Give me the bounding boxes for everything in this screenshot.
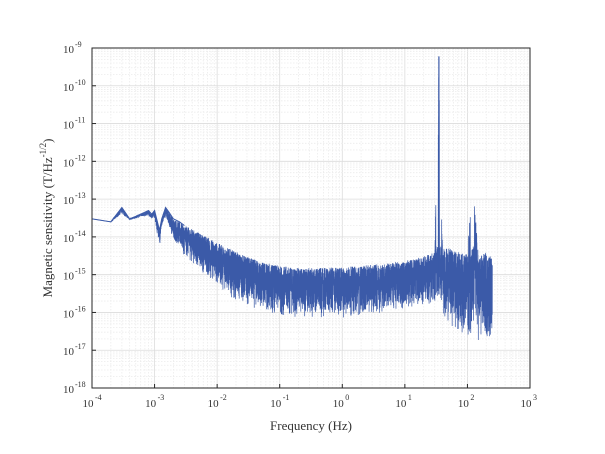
y-axis-label-main: Magnetic sensitivity (T/Hz	[40, 157, 55, 297]
plot-frame	[91, 47, 531, 389]
y-tick-exponent: -10	[75, 78, 86, 87]
x-tick-exponent: -2	[220, 393, 227, 402]
y-tick-exponent: -14	[75, 229, 86, 238]
y-tick-exponent: -12	[75, 153, 86, 162]
y-tick-exponent: -13	[75, 191, 86, 200]
y-tick-exponent: -9	[75, 40, 82, 49]
y-tick-label: 10	[63, 82, 75, 94]
plot-background	[92, 48, 530, 388]
x-tick-exponent: 1	[408, 393, 412, 402]
y-axis-label-exponent: -1/2	[38, 143, 48, 158]
y-tick-label: 10	[63, 233, 75, 245]
y-tick-exponent: -16	[75, 304, 86, 313]
x-tick-exponent: 0	[345, 393, 349, 402]
y-tick-exponent: -11	[75, 116, 85, 125]
x-tick-label: 10	[395, 398, 407, 410]
x-tick-exponent: -4	[95, 393, 102, 402]
x-tick-label: 10	[208, 398, 220, 410]
y-tick-exponent: -15	[75, 267, 86, 276]
y-tick-label: 10	[63, 120, 75, 132]
data-series	[91, 56, 493, 341]
x-tick-exponent: 2	[470, 393, 474, 402]
x-tick-label: 10	[458, 398, 470, 410]
grid	[91, 48, 530, 389]
x-axis-label: Frequency (Hz)	[270, 418, 352, 433]
x-tick-label: 10	[270, 398, 282, 410]
x-tick-label: 10	[521, 398, 533, 410]
x-tick-label: 10	[145, 398, 157, 410]
y-axis-label-suffix: )	[40, 139, 55, 143]
y-tick-exponent: -17	[75, 342, 86, 351]
y-tick-label: 10	[63, 384, 75, 396]
y-tick-exponent: -18	[75, 380, 86, 389]
x-tick-exponent: 3	[533, 393, 537, 402]
y-tick-label: 10	[63, 346, 75, 358]
spectrum-trace	[91, 74, 493, 341]
y-tick-label: 10	[63, 271, 75, 283]
y-tick-label: 10	[63, 308, 75, 320]
x-tick-exponent: -1	[283, 393, 290, 402]
x-tick-label: 10	[83, 398, 95, 410]
low-frequency-trace	[91, 206, 185, 231]
y-axis-label: Magnetic sensitivity (T/Hz-1/2)	[38, 139, 55, 298]
y-tick-label: 10	[63, 195, 75, 207]
x-tick-label: 10	[333, 398, 345, 410]
y-tick-label: 10	[63, 44, 75, 56]
y-tick-label: 10	[63, 157, 75, 169]
x-tick-exponent: -3	[158, 393, 165, 402]
